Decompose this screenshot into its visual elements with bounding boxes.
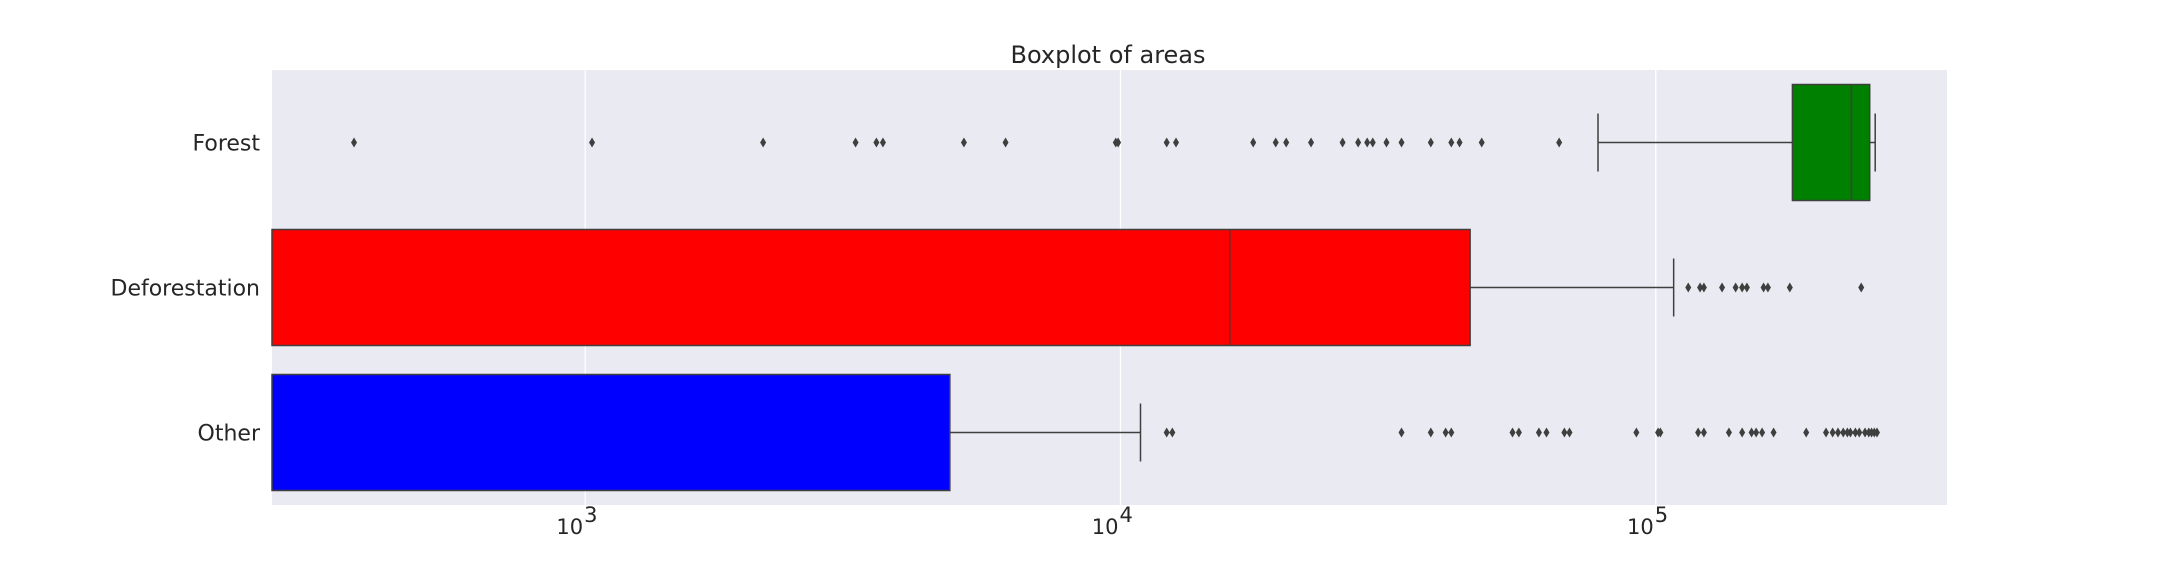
x-tick-base: 10 [1092,515,1119,539]
flier-point [1695,427,1702,438]
flier-point [1272,137,1279,148]
flier-point [1770,427,1777,438]
flier-point [852,137,859,148]
box-deforestation [271,228,1865,347]
category-label-deforestation: Deforestation [111,277,261,302]
flier-point [1739,282,1746,293]
x-tick-label-2: 10 5 [1627,503,1668,539]
flier-point [1543,427,1550,438]
flier-point [1478,137,1485,148]
flier-point [1847,427,1854,438]
flier-point [1173,137,1180,148]
flier-point [1786,282,1793,293]
flier-point [1739,427,1746,438]
flier-point [1732,282,1739,293]
flier-point [1561,427,1568,438]
flier-point [1566,427,1573,438]
flier-point [1339,137,1346,148]
x-tick-exponent: 4 [1119,503,1132,527]
flier-point [1858,282,1865,293]
flier-point [760,137,767,148]
flier-point [1427,137,1434,148]
x-tick-label-1: 10 4 [1092,503,1133,539]
flier-point [1835,427,1842,438]
flier-point [1448,427,1455,438]
box-iqr [1791,83,1871,202]
flier-point [1448,137,1455,148]
flier-point [1535,427,1542,438]
flier-point [1398,137,1405,148]
flier-point [1633,427,1640,438]
flier-point [1725,427,1732,438]
flier-point [873,137,880,148]
flier-point [1369,137,1376,148]
flier-point [1840,427,1847,438]
x-tick-exponent: 3 [584,503,597,527]
flier-point [1515,427,1522,438]
flier-point [1556,137,1563,148]
flier-point [1657,427,1664,438]
flier-point [1163,137,1170,148]
flier-point [1803,427,1810,438]
flier-point [1873,427,1880,438]
flier-point [1364,137,1371,148]
flier-point [1427,427,1434,438]
flier-point [1398,427,1405,438]
flier-point [1856,427,1863,438]
x-tick-labels: 10 3 10 4 10 5 [556,503,1668,539]
box-forest [351,83,1876,202]
x-tick-base: 10 [556,515,583,539]
flier-point [589,137,596,148]
flier-point [1509,427,1516,438]
flier-point [1355,137,1362,148]
flier-point [1748,427,1755,438]
flier-point [1442,427,1449,438]
flier-point [1829,427,1836,438]
category-label-other: Other [198,422,261,447]
flier-point [960,137,967,148]
box-iqr [271,373,951,492]
flier-point [351,137,358,148]
flier-point [1852,427,1859,438]
flier-point [1169,427,1176,438]
flier-point [1719,282,1726,293]
flier-point [1700,427,1707,438]
flier-point [1697,282,1704,293]
flier-point [1753,427,1760,438]
flier-point [1456,137,1463,148]
flier-point [1002,137,1009,148]
category-label-forest: Forest [192,132,260,157]
flier-point [1163,427,1170,438]
box-other [271,373,1880,492]
flier-point [1823,427,1830,438]
flier-point [1383,137,1390,148]
chart-title: Boxplot of areas [1010,41,1205,69]
flier-point [1308,137,1315,148]
flier-point [1862,427,1869,438]
x-tick-label-0: 10 3 [556,503,597,539]
flier-point [1764,282,1771,293]
category-labels: Forest Deforestation Other [111,132,261,447]
box-series [271,83,1880,492]
flier-point [1844,427,1851,438]
flier-point [1250,137,1257,148]
flier-point [1760,282,1767,293]
box-iqr [271,228,1471,347]
flier-point [879,137,886,148]
x-tick-base: 10 [1627,515,1654,539]
flier-point [1115,137,1122,148]
x-tick-exponent: 5 [1655,503,1668,527]
flier-point [1700,282,1707,293]
flier-point [1759,427,1766,438]
flier-point [1743,282,1750,293]
flier-point [1685,282,1692,293]
flier-point [1283,137,1290,148]
